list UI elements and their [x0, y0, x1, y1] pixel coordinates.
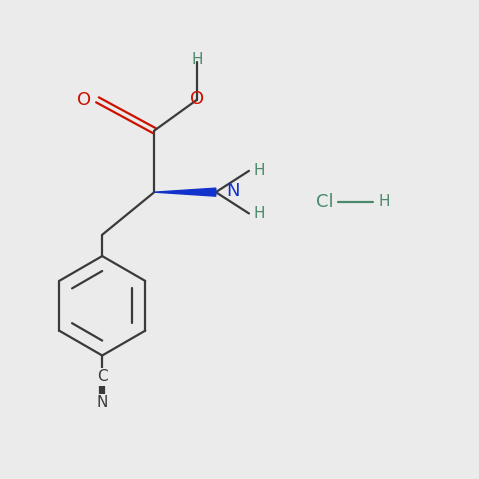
Text: H: H [378, 194, 389, 209]
Text: H: H [254, 163, 265, 178]
Text: C: C [97, 369, 107, 384]
Text: H: H [254, 206, 265, 221]
Text: N: N [96, 395, 108, 411]
Text: O: O [190, 90, 204, 108]
Text: N: N [226, 182, 240, 200]
Text: O: O [77, 91, 91, 109]
Text: H: H [191, 52, 203, 67]
Polygon shape [154, 188, 216, 196]
Text: Cl: Cl [316, 193, 333, 211]
